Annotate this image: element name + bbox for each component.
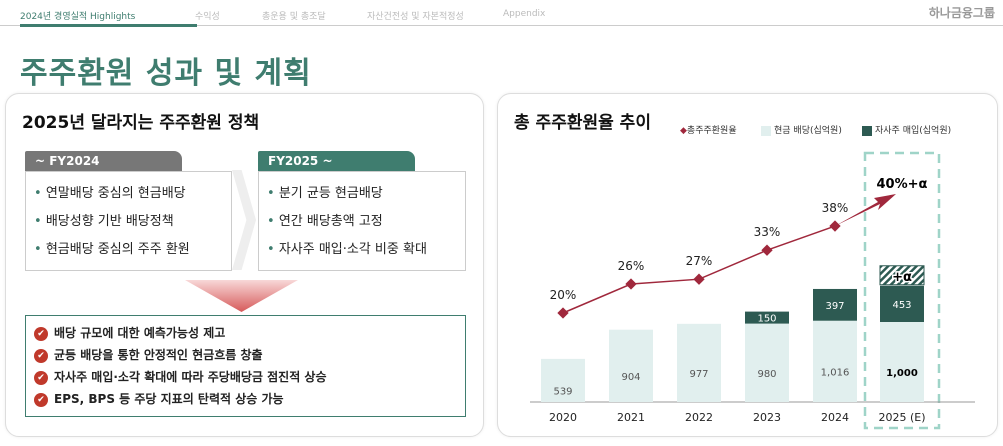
page-title: 주주환원 성과 및 계획 xyxy=(20,56,312,91)
x-tick-label: 2025 (E) xyxy=(878,411,925,424)
bar-buyback-label: 397 xyxy=(825,301,844,312)
ratio-label: 33% xyxy=(754,225,781,239)
list-item: 연말배당 중심의 현금배당 xyxy=(34,180,223,208)
fy2025-list: 분기 균등 현금배당 연간 배당총액 고정 자사주 매입·소각 비중 확대 xyxy=(258,171,466,271)
list-item: 연간 배당총액 고정 xyxy=(267,208,457,236)
ratio-point xyxy=(557,307,569,319)
ratio-label: 40%+α xyxy=(877,177,928,192)
ratio-point xyxy=(625,278,637,290)
top-nav: 2024년 경영실적 Highlights 수익성 총운용 및 총조달 자산건전… xyxy=(0,0,1003,27)
diamond-icon: ◆ xyxy=(680,126,687,136)
ratio-line xyxy=(562,225,836,314)
fy2024-list: 연말배당 중심의 현금배당 배당성향 기반 배당정책 현금배당 중심의 주주 환… xyxy=(25,171,232,271)
ratio-label: 20% xyxy=(550,288,577,302)
bar-cash-label: 539 xyxy=(553,386,572,397)
list-item: ✔ EPS, BPS 등 주당 지표의 탄력적 상승 가능 xyxy=(34,388,457,410)
bar-cash xyxy=(880,322,924,402)
nav-tab-funding[interactable]: 총운용 및 총조달 xyxy=(262,12,326,22)
forecast-highlight-box xyxy=(863,151,941,430)
check-icon: ✔ xyxy=(34,326,48,341)
ratio-arrow xyxy=(835,194,896,226)
x-tick-label: 2021 xyxy=(617,411,645,424)
bar-cash xyxy=(541,358,585,402)
list-item: ✔ 자사주 매입·소각 확대에 따라 주당배당금 점진적 상승 xyxy=(34,366,457,388)
list-item: ✔ 균등 배당을 통한 안정적인 현금흐름 창출 xyxy=(34,344,457,366)
list-item: 분기 균등 현금배당 xyxy=(267,180,457,208)
ratio-point xyxy=(829,220,841,232)
bar-cash-label: 977 xyxy=(689,369,708,380)
x-tick-label: 2022 xyxy=(685,411,713,424)
nav-tab-highlights[interactable]: 2024년 경영실적 Highlights xyxy=(20,12,136,22)
x-tick-label: 2020 xyxy=(549,411,577,424)
check-icon: ✔ xyxy=(34,392,48,407)
bar-alpha-label: +α xyxy=(892,270,912,285)
legend-ratio: ◆총주주환원율 xyxy=(680,126,737,136)
bar-buyback-label: 453 xyxy=(892,300,911,311)
list-item: 현금배당 중심의 주주 환원 xyxy=(34,236,223,264)
x-tick-label: 2024 xyxy=(821,411,849,424)
ratio-point xyxy=(761,244,773,256)
chart-title: 총 주주환원율 추이 xyxy=(514,113,651,133)
fy2024-header: ~ FY2024 xyxy=(25,151,182,171)
list-item: 자사주 매입·소각 비중 확대 xyxy=(267,236,457,264)
ratio-point xyxy=(693,273,705,285)
bar-cash xyxy=(677,323,721,402)
bar-cash-label: 1,016 xyxy=(821,367,850,378)
bar-cash xyxy=(813,320,857,402)
logo: 하나금융그룹 xyxy=(928,6,995,20)
fy2025-header: FY2025 ~ xyxy=(258,151,415,171)
nav-tab-soundness[interactable]: 자산건전성 및 자본적정성 xyxy=(367,12,464,22)
nav-tab-appendix[interactable]: Appendix xyxy=(503,9,546,19)
bar-buyback xyxy=(745,311,789,324)
ratio-label: 38% xyxy=(822,201,849,215)
check-icon: ✔ xyxy=(34,348,48,363)
bar-buyback-label: 150 xyxy=(757,314,776,325)
bar-cash xyxy=(609,329,653,402)
bar-buyback xyxy=(813,288,857,321)
bar-cash-label: 1,000 xyxy=(886,368,918,379)
active-tab-underline xyxy=(20,24,197,27)
legend-cash: 현금 배당(십억원) xyxy=(761,123,842,136)
bar-cash xyxy=(745,323,789,402)
bar-buyback xyxy=(880,285,924,322)
list-item: ✔ 배당 규모에 대한 예측가능성 제고 xyxy=(34,322,457,344)
legend-buyback: 자사주 매입(십억원) xyxy=(862,123,951,136)
policy-title: 2025년 달라지는 주주환원 정책 xyxy=(22,113,260,133)
check-icon: ✔ xyxy=(34,370,48,385)
nav-tab-profitability[interactable]: 수익성 xyxy=(195,12,220,22)
list-item: 배당성향 기반 배당정책 xyxy=(34,208,223,236)
effects-list: ✔ 배당 규모에 대한 예측가능성 제고 ✔ 균등 배당을 통한 안정적인 현금흐름… xyxy=(25,315,466,417)
bar-cash-label: 904 xyxy=(621,372,640,383)
ratio-label: 27% xyxy=(686,254,713,268)
x-tick-label: 2023 xyxy=(753,411,781,424)
ratio-label: 26% xyxy=(618,259,645,273)
bar-alpha xyxy=(879,265,925,286)
bar-cash-label: 980 xyxy=(757,369,776,380)
